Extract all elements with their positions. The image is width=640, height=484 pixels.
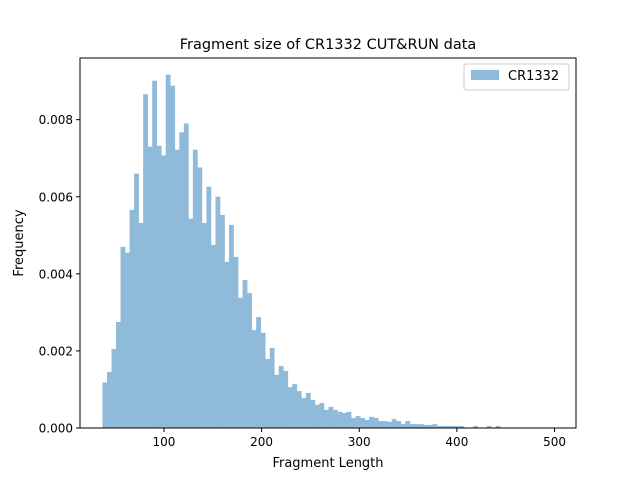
chart-title: Fragment size of CR1332 CUT&RUN data — [180, 37, 477, 53]
histogram-bar — [347, 412, 352, 428]
histogram-bar — [319, 403, 324, 428]
histogram-bar — [396, 421, 401, 428]
x-tick-label: 400 — [445, 435, 468, 449]
y-tick-label: 0.002 — [39, 344, 73, 358]
histogram-bar — [351, 418, 356, 428]
histogram-bar — [206, 187, 211, 428]
histogram-bar — [134, 174, 139, 428]
histogram-bar — [166, 75, 171, 428]
legend: CR1332 — [464, 64, 569, 90]
histogram-bar — [243, 280, 248, 428]
histogram-bar — [306, 393, 311, 428]
histogram-bar — [220, 215, 225, 428]
histogram-bar — [102, 383, 107, 428]
histogram-bar — [342, 413, 347, 428]
histogram-bar — [283, 371, 288, 428]
histogram-bar — [338, 412, 343, 428]
histogram-bar — [265, 359, 270, 428]
histogram-bar — [310, 400, 315, 428]
histogram-bar — [328, 407, 333, 428]
bars-group — [102, 75, 554, 428]
legend-swatch — [471, 70, 499, 80]
y-tick-label: 0.004 — [39, 267, 73, 281]
histogram-bar — [161, 156, 166, 428]
histogram-bar — [301, 398, 306, 428]
histogram-bar — [130, 210, 135, 428]
histogram-bar — [111, 349, 116, 428]
legend-label: CR1332 — [508, 69, 559, 84]
histogram-bar — [193, 150, 198, 428]
histogram-bar — [175, 150, 180, 428]
histogram-bar — [116, 322, 121, 428]
histogram-bar — [279, 366, 284, 428]
histogram-bar — [188, 219, 193, 428]
histogram-bar — [225, 262, 230, 428]
histogram-bar — [274, 375, 279, 428]
histogram-bar — [252, 330, 257, 428]
histogram-bar — [143, 94, 148, 428]
histogram-bar — [392, 419, 397, 428]
histogram-bar — [202, 223, 207, 428]
histogram-bar — [261, 333, 266, 428]
histogram-bar — [234, 257, 239, 428]
histogram-bar — [333, 410, 338, 428]
histogram-bar — [148, 147, 153, 428]
histogram-bar — [401, 424, 406, 428]
histogram-bar — [229, 225, 234, 428]
histogram-bar — [315, 405, 320, 428]
histogram-bar — [297, 391, 302, 428]
x-tick-label: 300 — [348, 435, 371, 449]
histogram-bar — [324, 410, 329, 428]
histogram-bar — [369, 417, 374, 428]
y-axis-label: Frequency — [12, 209, 27, 276]
x-tick-label: 500 — [543, 435, 566, 449]
histogram-bar — [365, 420, 370, 428]
histogram-bar — [238, 298, 243, 428]
histogram-bar — [410, 424, 415, 428]
histogram-bar — [256, 317, 261, 428]
histogram-bar — [356, 416, 361, 428]
histogram-bar — [121, 247, 126, 428]
histogram-bar — [139, 223, 144, 428]
histogram-bar — [270, 348, 275, 428]
histogram-bar — [419, 424, 424, 428]
y-tick-label: 0.008 — [39, 113, 73, 127]
histogram-bar — [414, 424, 419, 428]
histogram-bar — [247, 293, 252, 428]
histogram-bar — [184, 124, 189, 428]
histogram-bar — [179, 132, 184, 428]
histogram-bar — [170, 86, 175, 428]
histogram-bar — [292, 384, 297, 428]
histogram-bar — [405, 421, 410, 428]
histogram-bar — [211, 245, 216, 428]
histogram-bar — [374, 418, 379, 428]
histogram-bar — [157, 146, 162, 428]
x-tick-label: 100 — [153, 435, 176, 449]
histogram-bar — [432, 424, 437, 428]
histogram-bar — [383, 421, 388, 428]
histogram-bar — [152, 81, 157, 428]
y-tick-label: 0.000 — [39, 422, 73, 436]
histogram-bar — [197, 167, 202, 428]
histogram-bar — [378, 421, 383, 428]
histogram-bar — [125, 253, 130, 428]
x-axis-label: Fragment Length — [272, 456, 383, 471]
x-tick-label: 200 — [250, 435, 273, 449]
histogram-bar — [288, 387, 293, 428]
histogram-bar — [360, 418, 365, 428]
histogram-bar — [387, 422, 392, 428]
histogram-bar — [215, 197, 220, 428]
y-tick-label: 0.006 — [39, 190, 73, 204]
histogram-bar — [107, 372, 112, 428]
